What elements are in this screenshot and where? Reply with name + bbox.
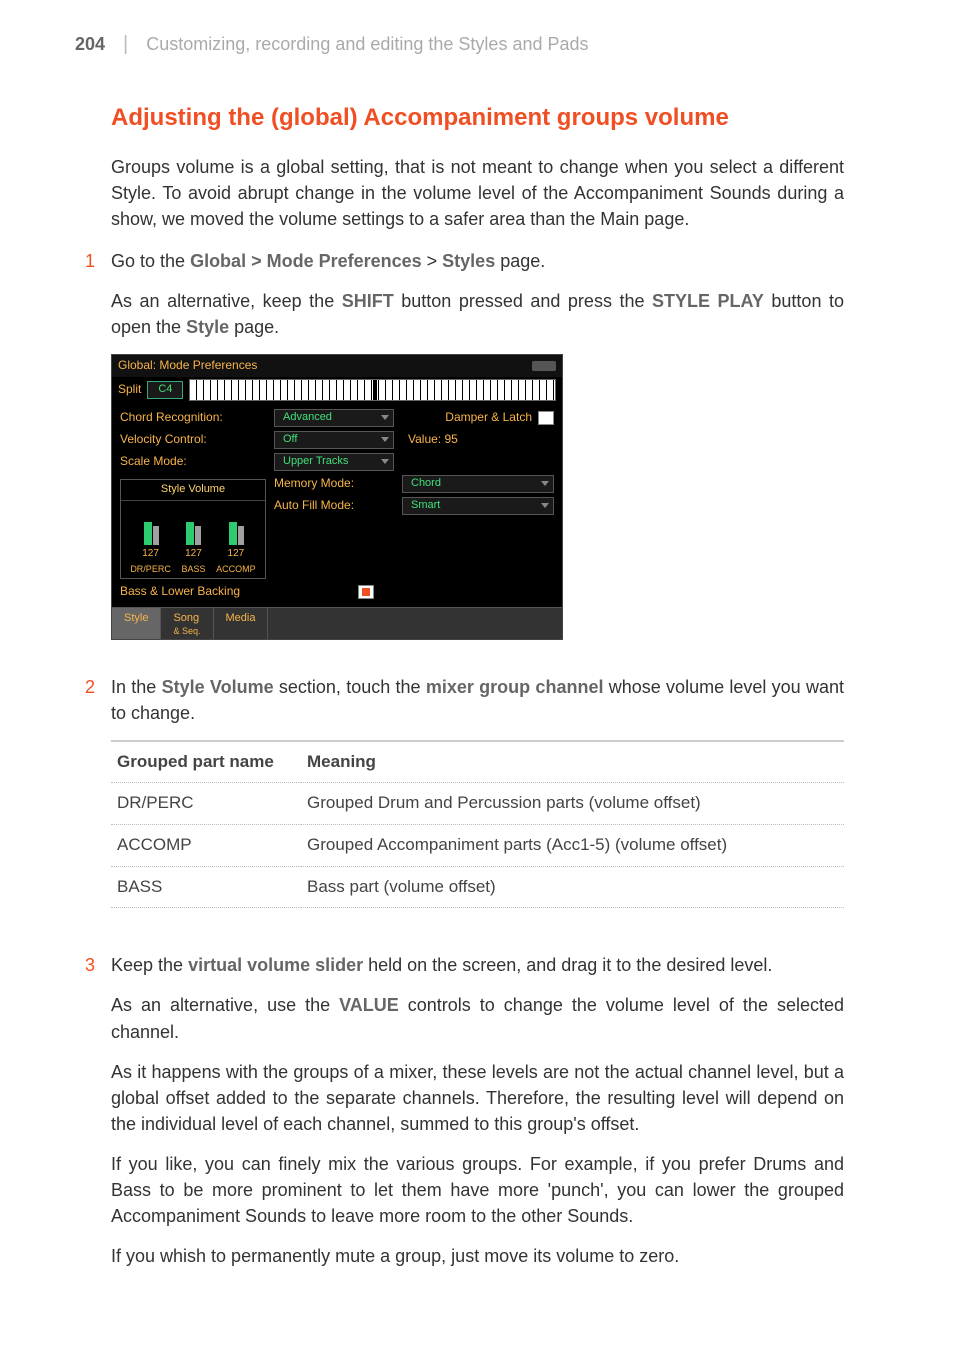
section-heading: Adjusting the (global) Accompaniment gro… <box>111 101 844 136</box>
th-partname: Grouped part name <box>111 741 301 783</box>
step-1: 1 Go to the Global > Mode Preferences > … <box>75 248 844 657</box>
split-row: Split C4 <box>112 377 562 403</box>
mock-tabbar: Style Song & Seq. Media <box>112 607 562 639</box>
autofill-label: Auto Fill Mode: <box>274 497 394 514</box>
chevron-down-icon <box>541 503 549 508</box>
page-number: 204 <box>75 31 105 57</box>
step3-p3: As it happens with the groups of a mixer… <box>111 1059 844 1137</box>
table-row: BASSBass part (volume offset) <box>111 866 844 908</box>
virtual-slider-ref: virtual volume slider <box>188 955 363 975</box>
bass-backing-checkbox[interactable] <box>358 585 374 599</box>
step-number: 2 <box>75 674 95 937</box>
style-volume-box: Style Volume 127 DR/PERC 127 BASS <box>120 479 266 579</box>
channel-accomp[interactable]: 127 ACCOMP <box>216 507 256 577</box>
slider-accomp[interactable] <box>227 507 245 545</box>
chord-dropdown[interactable]: Advanced <box>274 409 394 427</box>
th-meaning: Meaning <box>301 741 844 783</box>
table-row: DR/PERCGrouped Drum and Percussion parts… <box>111 783 844 825</box>
page-header: 204 | Customizing, recording and editing … <box>75 30 844 59</box>
channel-bass[interactable]: 127 BASS <box>181 507 205 577</box>
style-volume-title: Style Volume <box>121 480 265 501</box>
step3-p5: If you whish to permanently mute a group… <box>111 1243 844 1269</box>
mock-titlebar: Global: Mode Preferences <box>112 355 562 376</box>
value-label: Value: 95 <box>402 431 554 448</box>
step-number: 3 <box>75 952 95 1269</box>
step-2: 2 In the Style Volume section, touch the… <box>75 674 844 937</box>
step3-line1: Keep the virtual volume slider held on t… <box>111 952 844 978</box>
bass-backing-row: Bass & Lower Backing <box>120 583 394 600</box>
velocity-label: Velocity Control: <box>120 431 266 448</box>
path-styles: Styles <box>442 251 495 271</box>
slider-drperc[interactable] <box>142 507 160 545</box>
screenshot-mock: Global: Mode Preferences Split C4 Chord … <box>111 354 563 639</box>
scale-label: Scale Mode: <box>120 453 266 470</box>
slider-bass[interactable] <box>184 507 202 545</box>
channel-drperc[interactable]: 127 DR/PERC <box>130 507 171 577</box>
styleplay-button: STYLE PLAY <box>652 291 764 311</box>
split-label: Split <box>118 381 141 398</box>
tab-media[interactable]: Media <box>214 608 269 639</box>
step3-alt: As an alternative, use the VALUE control… <box>111 992 844 1044</box>
style-volume-ref: Style Volume <box>162 677 274 697</box>
tab-style[interactable]: Style <box>112 608 161 639</box>
step-number: 1 <box>75 248 95 657</box>
grouped-parts-table: Grouped part name Meaning DR/PERCGrouped… <box>111 740 844 909</box>
chevron-down-icon <box>381 459 389 464</box>
scale-dropdown[interactable]: Upper Tracks <box>274 453 394 471</box>
step1-line1: Go to the Global > Mode Preferences > St… <box>111 248 844 274</box>
table-row: ACCOMPGrouped Accompaniment parts (Acc1-… <box>111 825 844 867</box>
chevron-down-icon <box>541 481 549 486</box>
menu-icon[interactable] <box>532 361 556 371</box>
value-controls-ref: VALUE <box>339 995 399 1015</box>
chapter-title: Customizing, recording and editing the S… <box>146 31 588 57</box>
chevron-down-icon <box>381 437 389 442</box>
split-value[interactable]: C4 <box>147 381 183 399</box>
chord-label: Chord Recognition: <box>120 409 266 426</box>
tab-song[interactable]: Song & Seq. <box>161 608 213 639</box>
damper-checkbox[interactable] <box>538 411 554 425</box>
damper-label: Damper & Latch <box>445 409 532 426</box>
memory-label: Memory Mode: <box>274 475 394 492</box>
mixer-channel-ref: mixer group channel <box>426 677 604 697</box>
step-3: 3 Keep the virtual volume slider held on… <box>75 952 844 1269</box>
style-page: Style <box>186 317 229 337</box>
path-global: Global > Mode Preferences <box>190 251 422 271</box>
memory-dropdown[interactable]: Chord <box>402 475 554 493</box>
mock-title-text: Global: Mode Preferences <box>118 357 257 374</box>
step2-text: In the Style Volume section, touch the m… <box>111 674 844 726</box>
velocity-dropdown[interactable]: Off <box>274 431 394 449</box>
chevron-down-icon <box>381 415 389 420</box>
bass-backing-label: Bass & Lower Backing <box>120 583 240 600</box>
header-divider: | <box>123 30 128 59</box>
step1-alt: As an alternative, keep the SHIFT button… <box>111 288 844 340</box>
shift-key: SHIFT <box>342 291 394 311</box>
autofill-dropdown[interactable]: Smart <box>402 497 554 515</box>
step3-p4: If you like, you can finely mix the vari… <box>111 1151 844 1229</box>
keyboard-strip[interactable] <box>189 379 556 401</box>
intro-paragraph: Groups volume is a global setting, that … <box>111 154 844 232</box>
damper-row: Damper & Latch <box>402 409 554 426</box>
